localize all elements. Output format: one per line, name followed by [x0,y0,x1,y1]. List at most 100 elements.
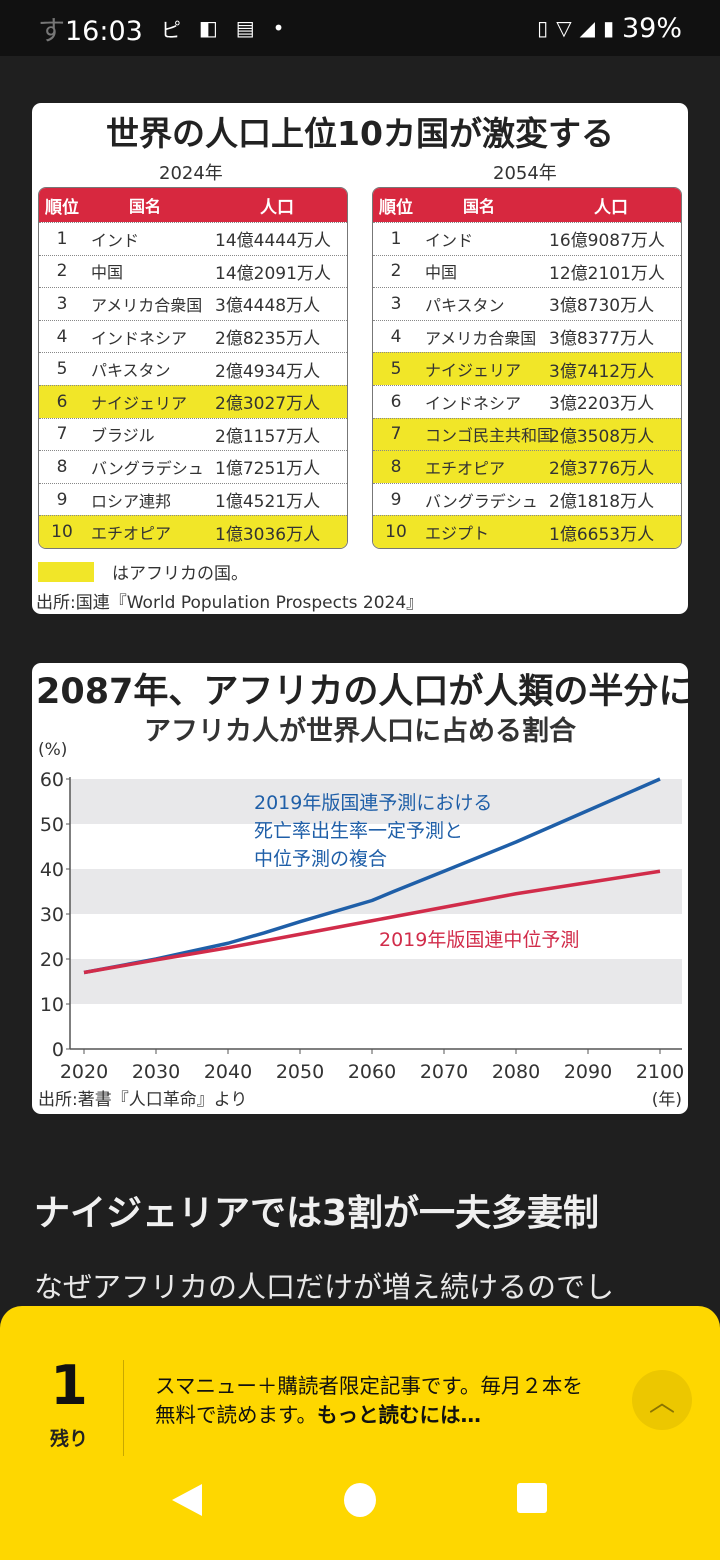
population: 1億3036万人 [215,524,321,545]
table-row: 4 インドネシア 2億8235万人 [39,319,347,353]
expand-chevron-up-icon[interactable]: ︿ [632,1370,692,1430]
table-row: 5 パキスタン 2億4934万人 [39,352,347,385]
rank: 9 [390,489,402,510]
country: バングラデシュ [91,458,204,478]
series-line-0 [83,777,661,975]
x-tick-label: 2060 [348,1061,396,1083]
series-label-blue: 中位予測の複合 [254,848,387,870]
nav-back-button[interactable] [170,1482,204,1522]
population: 16億9087万人 [549,231,665,252]
x-tick-label: 2070 [420,1061,468,1083]
status-time: す16:03 [38,15,143,47]
rank: 10 [51,522,73,543]
nav-home-button[interactable] [343,1482,377,1522]
y-tick-label: 0 [52,1039,64,1061]
y-tick-label: 60 [40,769,64,791]
battery-charging-icon: ▮ [602,16,614,40]
series-line-1 [83,869,661,975]
vibrate-icon: ▯ [537,16,549,40]
table-row: 6 ナイジェリア 2億3027万人 [39,384,347,418]
table-row: 5 ナイジェリア 3億7412万人 [373,352,681,385]
population: 2億4934万人 [215,361,321,382]
population: 2億3508万人 [549,426,655,447]
country: インドネシア [91,328,188,348]
year-2024-label: 2024年 [159,163,223,184]
remaining-number: 1 [50,1354,88,1417]
table-row: 7 コンゴ民主共和国 2億3508万人 [373,417,681,451]
header-cell: 人口 [260,197,294,218]
rank: 5 [56,359,68,380]
rank: 6 [56,391,68,412]
newspaper-icon: ▤ [235,16,255,40]
country: エチオピア [425,458,506,478]
table-row: 10 エチオピア 1億3036万人 [39,515,347,548]
y-axis-unit: (%) [38,740,67,760]
rank: 2 [56,261,68,282]
country: 中国 [91,263,124,283]
table-row: 10 エジプト 1億6653万人 [373,515,681,548]
chart-subtitle: アフリカ人が世界人口に占める割合 [144,716,576,747]
rank: 9 [56,489,68,510]
table-row: 7 ブラジル 2億1157万人 [39,417,347,451]
population: 3億8730万人 [549,296,655,317]
table-row: 1 インド 16億9087万人 [373,222,681,255]
nav-recents-button[interactable] [516,1482,548,1518]
ranking-table-2054: 順位 国名 人口 1 インド 16億9087万人 2 中国 12億2101万人 3 … [372,187,682,549]
x-tick-label: 2100 [636,1061,684,1083]
rank: 10 [385,522,407,543]
table-row: 2 中国 12億2101万人 [373,254,681,288]
legend-text: はアフリカの国。 [112,564,248,584]
x-tick-label: 2080 [492,1061,540,1083]
rank: 4 [390,326,402,347]
more-notifications-dot-icon: • [272,16,285,40]
population: 12億2101万人 [549,263,665,284]
table-row: 3 アメリカ合衆国 3億4448万人 [39,287,347,320]
x-tick-label: 2020 [60,1061,108,1083]
grid-band [70,779,682,824]
country: ナイジェリア [425,361,522,381]
population-ranking-image: 世界の人口上位10カ国が激変する 2024年 2054年 順位 国名 人口 1 イン… [32,103,688,614]
country: パキスタン [425,295,505,315]
y-tick-label: 40 [40,859,64,881]
status-bar: す16:03 ピ ◧ ▤ • ▯ ▽ ◢ ▮ 39% [0,0,720,56]
y-tick-label: 30 [40,904,64,926]
article-paragraph: なぜアフリカの人口だけが増え続けるのでし [34,1270,615,1304]
rank: 1 [390,228,402,249]
rank: 5 [390,359,402,380]
population: 3億2203万人 [549,394,655,415]
population: 3億7412万人 [549,361,655,382]
rank: 8 [56,456,68,477]
app-notification-icon: ピ [160,17,181,42]
article-heading: ナイジェリアでは3割が一夫多妻制 [34,1193,600,1234]
rank: 6 [390,391,402,412]
country: インドネシア [425,393,522,413]
population: 14億4444万人 [215,231,331,252]
paywall-banner[interactable]: 1 残り スマニュー＋購読者限定記事です。毎月２本を無料で読めます。もっと読むに… [0,1306,720,1560]
table-row: 8 バングラデシュ 1億7251万人 [39,450,347,483]
table-row: 6 インドネシア 3億2203万人 [373,384,681,418]
series-label-red: 2019年版国連中位予測 [379,929,579,951]
population: 1億4521万人 [215,492,321,513]
header-cell: 国名 [462,197,495,216]
country: エチオピア [91,524,172,544]
table-row: 2 中国 14億2091万人 [39,254,347,288]
read-more-link[interactable]: もっと読むには… [316,1403,481,1427]
grid-band [70,959,682,1004]
chart-source: 出所:著書『人口革命』より [38,1090,247,1110]
table-row: 1 インド 14億4444万人 [39,222,347,255]
population: 2億3776万人 [549,459,655,480]
paywall-message[interactable]: スマニュー＋購読者限定記事です。毎月２本を無料で読めます。もっと読むには… [155,1374,583,1427]
y-tick-label: 10 [40,994,64,1016]
rank: 3 [390,293,402,314]
divider [123,1360,124,1456]
y-tick-label: 50 [40,814,64,836]
country: コンゴ民主共和国 [425,426,554,446]
country: バングラデシュ [425,491,538,511]
country: ブラジル [91,426,155,446]
x-tick-label: 2030 [132,1061,180,1083]
header-cell: 国名 [128,197,161,216]
table-header: 順位 国名 人口 [39,188,347,222]
header-cell: 順位 [45,197,79,218]
news-app-icon: ◧ [198,16,218,40]
series-label-blue: 死亡率出生率一定予測と [254,820,463,842]
